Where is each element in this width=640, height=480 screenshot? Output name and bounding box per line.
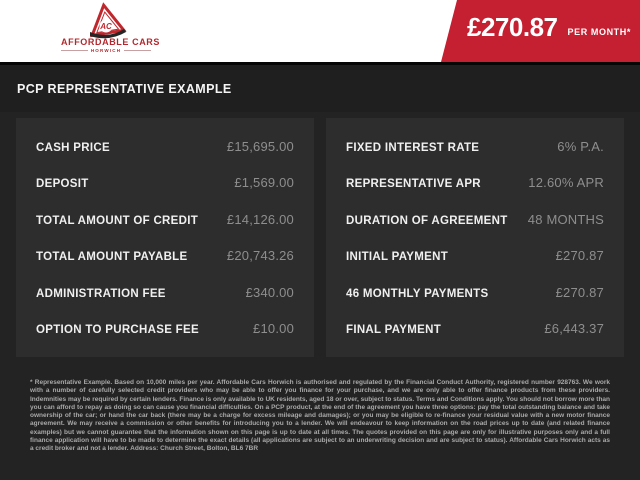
finance-value: £6,443.37 (544, 321, 604, 337)
finance-value: 6% P.A. (557, 138, 604, 154)
logo-location: HORWICH (61, 48, 151, 53)
finance-row: INITIAL PAYMENT £270.87 (346, 248, 604, 263)
finance-label: INITIAL PAYMENT (346, 251, 449, 264)
finance-label: ADMINISTRATION FEE (36, 287, 166, 300)
finance-panel-left: CASH PRICE £15,695.00 DEPOSIT £1,569.00 … (16, 118, 314, 357)
disclaimer-text: * Representative Example. Based on 10,00… (30, 379, 610, 452)
finance-row: 46 MONTHLY PAYMENTS £270.87 (346, 285, 604, 300)
finance-value: 12.60% APR (528, 175, 604, 191)
finance-value: £340.00 (245, 284, 294, 300)
logo-monogram: AC (99, 22, 112, 31)
finance-label: DURATION OF AGREEMENT (346, 214, 508, 227)
finance-value: £20,743.26 (226, 248, 294, 264)
finance-value: 48 MONTHS (527, 211, 604, 227)
logo-name: AFFORDABLE CARS (61, 37, 160, 47)
finance-panel-right: FIXED INTEREST RATE 6% P.A. REPRESENTATI… (326, 118, 624, 357)
finance-value: £10.00 (253, 321, 294, 337)
footer: * Representative Example. Based on 10,00… (16, 357, 624, 453)
finance-label: TOTAL AMOUNT OF CREDIT (36, 214, 199, 227)
finance-example: CASH PRICE £15,695.00 DEPOSIT £1,569.00 … (0, 112, 640, 453)
finance-row: DURATION OF AGREEMENT 48 MONTHS (346, 212, 604, 227)
monthly-price-banner: £270.87 PER MONTH* (441, 0, 640, 62)
finance-label: DEPOSIT (36, 178, 89, 191)
top-banner: AC AFFORDABLE CARS HORWICH £270.87 PER M… (0, 0, 640, 62)
finance-value: £270.87 (555, 284, 604, 300)
finance-label: REPRESENTATIVE APR (346, 178, 481, 191)
finance-row: CASH PRICE £15,695.00 (36, 139, 294, 154)
finance-value: £270.87 (555, 248, 604, 264)
finance-label: FIXED INTEREST RATE (346, 141, 480, 154)
finance-row: TOTAL AMOUNT PAYABLE £20,743.26 (36, 248, 294, 263)
brand-logo: AC AFFORDABLE CARS HORWICH (61, 2, 160, 53)
finance-row: OPTION TO PURCHASE FEE £10.00 (36, 321, 294, 336)
finance-row: FINAL PAYMENT £6,443.37 (346, 321, 604, 336)
finance-label: OPTION TO PURCHASE FEE (36, 324, 199, 337)
finance-row: TOTAL AMOUNT OF CREDIT £14,126.00 (36, 212, 294, 227)
logo-triangle-icon: AC (89, 2, 127, 39)
monthly-price-suffix: PER MONTH* (567, 27, 631, 37)
monthly-price: £270.87 (467, 12, 558, 42)
finance-label: CASH PRICE (36, 141, 110, 154)
finance-row: ADMINISTRATION FEE £340.00 (36, 285, 294, 300)
finance-label: FINAL PAYMENT (346, 324, 442, 337)
finance-value: £1,569.00 (234, 175, 294, 191)
finance-row: DEPOSIT £1,569.00 (36, 175, 294, 190)
finance-row: FIXED INTEREST RATE 6% P.A. (346, 139, 604, 154)
page-title: PCP REPRESENTATIVE EXAMPLE (17, 81, 232, 96)
finance-row: REPRESENTATIVE APR 12.60% APR (346, 175, 604, 190)
finance-value: £15,695.00 (226, 138, 294, 154)
logo-location-text: HORWICH (90, 48, 122, 53)
finance-label: 46 MONTHLY PAYMENTS (346, 287, 489, 300)
section-header: PCP REPRESENTATIVE EXAMPLE (0, 62, 640, 112)
finance-label: TOTAL AMOUNT PAYABLE (36, 251, 188, 264)
finance-value: £14,126.00 (226, 211, 294, 227)
